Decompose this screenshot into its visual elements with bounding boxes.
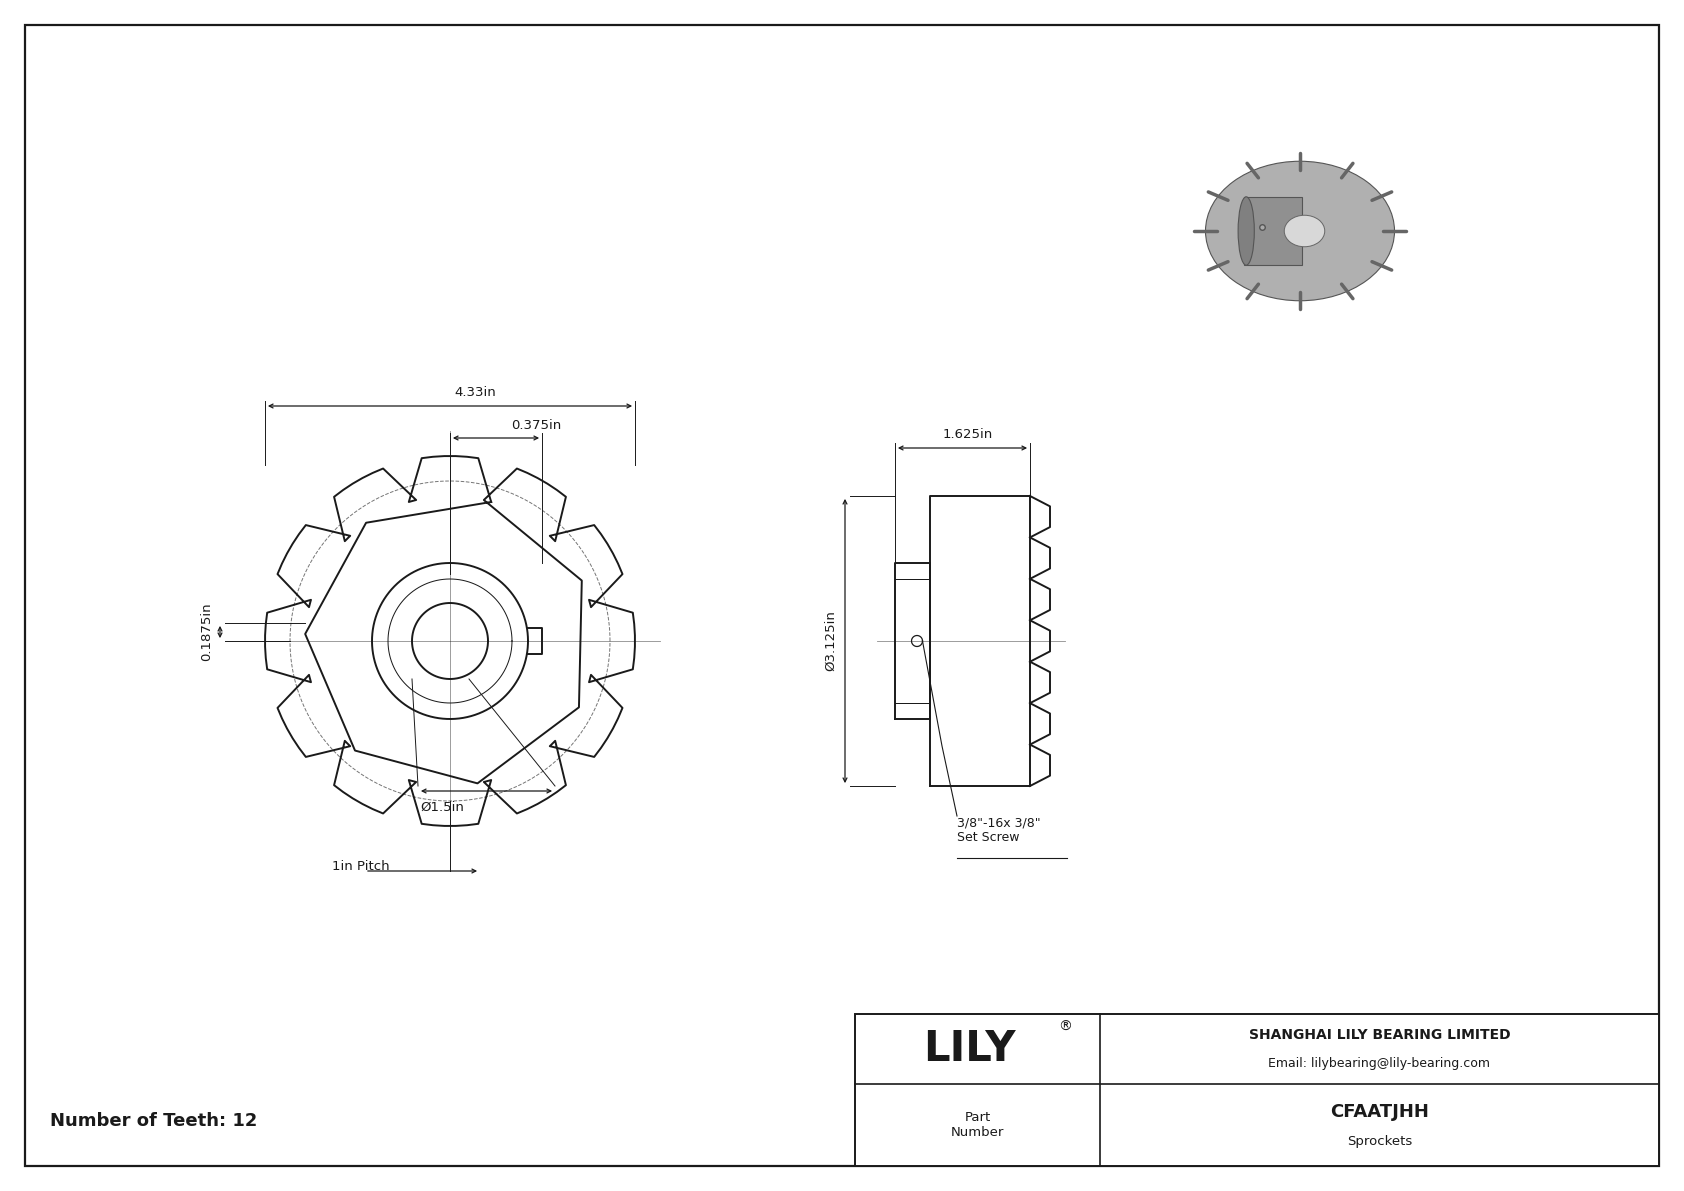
- Text: 1.625in: 1.625in: [943, 428, 992, 441]
- Ellipse shape: [1206, 161, 1394, 301]
- Text: Part
Number: Part Number: [951, 1111, 1004, 1139]
- Text: LILY: LILY: [923, 1028, 1015, 1070]
- Ellipse shape: [1238, 197, 1255, 266]
- Ellipse shape: [1285, 216, 1325, 247]
- Text: Number of Teeth: 12: Number of Teeth: 12: [51, 1112, 258, 1130]
- Text: Email: lilybearing@lily-bearing.com: Email: lilybearing@lily-bearing.com: [1268, 1058, 1490, 1071]
- Text: ®: ®: [1059, 1019, 1073, 1034]
- Text: Ø1.5in: Ø1.5in: [419, 802, 463, 813]
- Text: 0.1875in: 0.1875in: [200, 603, 212, 661]
- Text: 3/8"-16x 3/8"
Set Screw: 3/8"-16x 3/8" Set Screw: [957, 816, 1041, 844]
- Text: Sprockets: Sprockets: [1347, 1135, 1413, 1147]
- Bar: [1244, 197, 1302, 266]
- Text: 0.375in: 0.375in: [510, 419, 561, 432]
- Text: CFAATJHH: CFAATJHH: [1330, 1103, 1430, 1121]
- Text: 4.33in: 4.33in: [455, 386, 495, 399]
- Text: Ø3.125in: Ø3.125in: [823, 611, 837, 672]
- Bar: [855, 1014, 1659, 1166]
- Text: 1in Pitch: 1in Pitch: [332, 861, 389, 873]
- Text: SHANGHAI LILY BEARING LIMITED: SHANGHAI LILY BEARING LIMITED: [1250, 1028, 1511, 1042]
